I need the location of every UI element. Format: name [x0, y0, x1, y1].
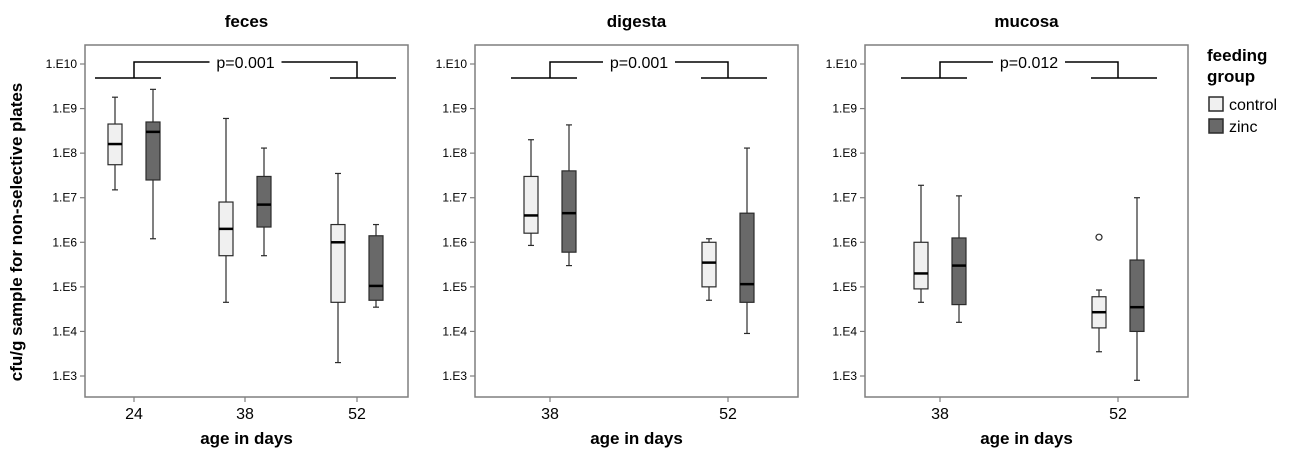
y-tick-label: 1.E3	[52, 369, 77, 383]
box-control-52	[1091, 233, 1107, 353]
box-iqr	[739, 212, 755, 303]
y-tick-label: 1.E10	[436, 57, 468, 71]
box-control-52	[701, 238, 717, 301]
box-iqr	[1129, 259, 1145, 333]
box-iqr	[701, 241, 717, 288]
box-zinc-38	[951, 195, 967, 323]
y-tick-label: 1.E5	[52, 280, 77, 294]
panel-digesta: digesta 1.E3 1.E4 1.E5 1.E6 1.E7 1.E8 1.E9 1.E10…	[436, 12, 799, 448]
box-iqr	[561, 170, 577, 253]
panel-feces: feces 1.E3 1.E4 1.E5 1.E6 1.E7 1.E8 1.E9 1.E10 24…	[46, 12, 409, 448]
y-tick-label: 1.E10	[826, 57, 858, 71]
y-tick-label: 1.E6	[52, 235, 77, 249]
x-axis-title: age in days	[200, 429, 293, 448]
plot-frame	[84, 44, 409, 398]
legend-swatch-zinc	[1208, 118, 1224, 134]
y-tick-label: 1.E5	[832, 280, 857, 294]
p-value-annotation: p=0.001	[216, 55, 274, 72]
y-tick-label: 1.E6	[442, 235, 467, 249]
significance-bracket: p=0.012	[901, 50, 1157, 79]
x-tick-label: 24	[125, 406, 143, 423]
y-axis-title: cfu/g sample for non-selective plates	[7, 83, 26, 382]
p-value-background	[993, 50, 1065, 72]
y-tick-label: 1.E8	[442, 146, 467, 160]
y-tick-label: 1.E8	[832, 146, 857, 160]
x-tick-label: 38	[541, 406, 559, 423]
y-tick-label: 1.E10	[46, 57, 78, 71]
box-iqr	[523, 175, 539, 234]
box-zinc-52	[1129, 197, 1145, 381]
x-tick-label: 38	[931, 406, 949, 423]
y-tick-label: 1.E3	[832, 369, 857, 383]
p-value-background	[603, 50, 675, 72]
y-tick-label: 1.E8	[52, 146, 77, 160]
box-iqr	[145, 121, 161, 181]
box-zinc-52	[739, 147, 755, 335]
plot-frame	[474, 44, 799, 398]
x-tick-label: 38	[236, 406, 254, 423]
outlier-point	[1095, 233, 1103, 241]
y-tick-label: 1.E5	[442, 280, 467, 294]
significance-bracket: p=0.001	[95, 50, 396, 79]
x-axis-title: age in days	[590, 429, 683, 448]
y-tick-label: 1.E9	[52, 102, 77, 116]
box-zinc-24	[145, 88, 161, 240]
box-iqr	[368, 235, 384, 301]
p-value-annotation: p=0.001	[610, 55, 668, 72]
box-iqr	[256, 175, 272, 228]
x-tick-label: 52	[719, 406, 737, 423]
box-control-52	[330, 172, 346, 364]
box-iqr	[951, 237, 967, 306]
legend-label-zinc: zinc	[1229, 119, 1257, 136]
box-zinc-38	[256, 147, 272, 257]
box-zinc-38	[561, 124, 577, 267]
x-tick-label: 52	[348, 406, 366, 423]
box-control-38	[913, 184, 929, 303]
box-iqr	[330, 223, 346, 303]
panel-mucosa: mucosa 1.E3 1.E4 1.E5 1.E6 1.E7 1.E8 1.E9 1.E10 3…	[826, 12, 1189, 448]
box-control-24	[107, 96, 123, 191]
y-tick-label: 1.E7	[832, 191, 857, 205]
p-value-background	[209, 50, 282, 72]
legend-swatch-control	[1208, 96, 1224, 112]
legend-title-line2: group	[1207, 67, 1255, 86]
box-zinc-52	[368, 223, 384, 308]
box-iqr	[913, 241, 929, 290]
y-tick-label: 1.E9	[442, 102, 467, 116]
y-tick-label: 1.E9	[832, 102, 857, 116]
y-tick-label: 1.E3	[442, 369, 467, 383]
significance-bracket: p=0.001	[511, 50, 767, 79]
y-tick-label: 1.E6	[832, 235, 857, 249]
plot-frame	[864, 44, 1189, 398]
y-tick-label: 1.E7	[442, 191, 467, 205]
box-control-38	[218, 117, 234, 303]
panel-title: mucosa	[994, 12, 1059, 31]
box-control-38	[523, 139, 539, 247]
y-tick-label: 1.E4	[442, 324, 467, 338]
x-axis-title: age in days	[980, 429, 1073, 448]
panel-title: digesta	[607, 12, 667, 31]
y-tick-label: 1.E4	[832, 324, 857, 338]
p-value-annotation: p=0.012	[1000, 55, 1058, 72]
x-tick-label: 52	[1109, 406, 1127, 423]
legend-title-line1: feeding	[1207, 46, 1267, 65]
panel-title: feces	[225, 12, 268, 31]
legend-label-control: control	[1229, 97, 1277, 114]
y-tick-label: 1.E4	[52, 324, 77, 338]
legend: feeding group control zinc	[1207, 46, 1277, 136]
y-tick-label: 1.E7	[52, 191, 77, 205]
